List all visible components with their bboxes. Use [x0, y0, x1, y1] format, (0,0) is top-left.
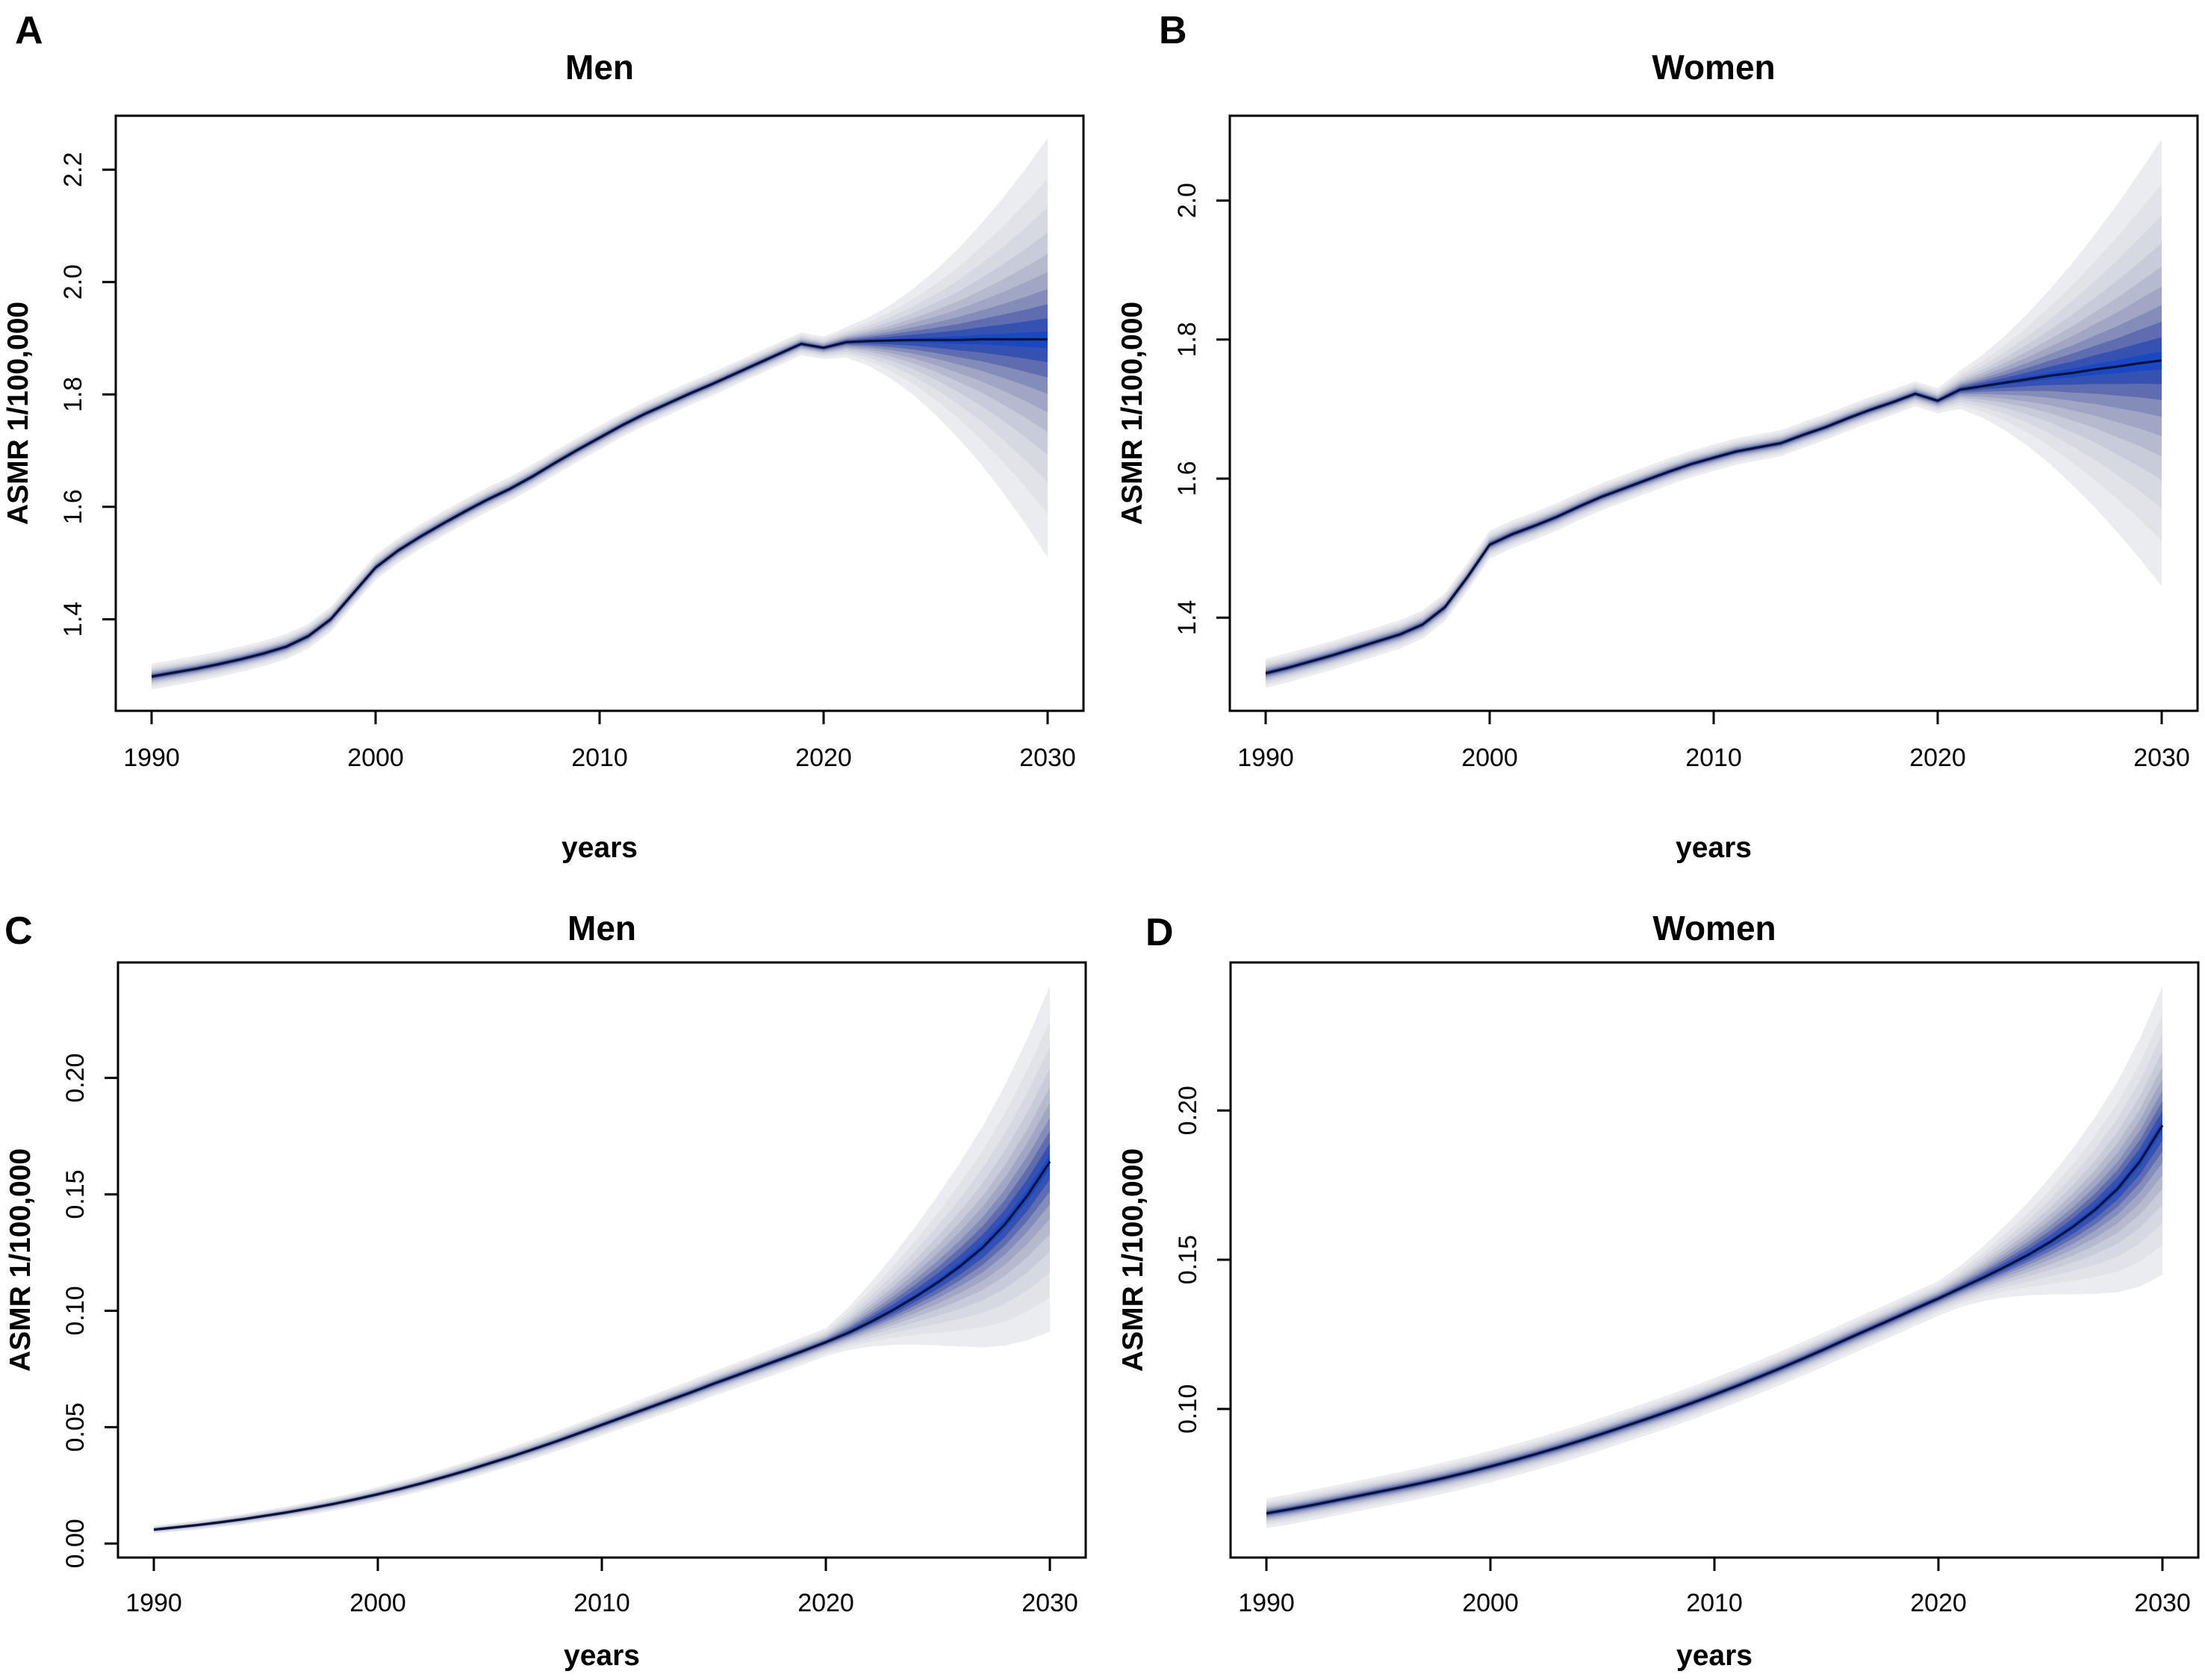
y-tick-label: 0.10 — [1174, 1384, 1202, 1434]
fan-bands — [1266, 986, 2162, 1528]
x-tick-label: 2000 — [349, 1589, 406, 1617]
y-tick-label: 1.6 — [1173, 461, 1201, 496]
x-axis-title: years — [1676, 832, 1752, 864]
x-tick-label: 1990 — [1238, 1589, 1295, 1617]
median-line — [151, 337, 1048, 678]
y-axis-title: ASMR 1/100,000 — [1117, 1148, 1149, 1372]
x-tick-label: 2020 — [795, 744, 852, 772]
y-axis-title: ASMR 1/100,000 — [4, 1148, 37, 1372]
y-tick-label: 1.6 — [59, 489, 87, 524]
fan-band-5 — [1266, 1078, 2162, 1519]
fan-band-5 — [152, 272, 1048, 681]
panel-letter: B — [1159, 9, 1187, 52]
x-tick-label: 1990 — [1237, 744, 1294, 772]
x-axis-title: years — [564, 1640, 640, 1672]
y-tick-label: 1.4 — [1173, 600, 1201, 635]
y-tick-label: 0.20 — [61, 1054, 90, 1103]
panel-title: Women — [1652, 48, 1775, 87]
y-tick-label: 0.15 — [1174, 1235, 1202, 1284]
x-axis-title: years — [562, 832, 638, 864]
x-tick-label: 2010 — [573, 1589, 630, 1617]
x-axis-title: years — [1676, 1640, 1753, 1672]
x-tick-label: 2030 — [2133, 744, 2190, 772]
x-tick-label: 1990 — [123, 744, 180, 772]
y-tick-label: 1.4 — [59, 602, 87, 637]
y-tick-label: 2.0 — [1173, 183, 1201, 218]
y-tick-label: 1.8 — [59, 377, 87, 412]
x-tick-label: 2010 — [1685, 744, 1742, 772]
fan-bands — [1266, 139, 2162, 688]
fan-band-0 — [152, 138, 1048, 690]
x-tick-label: 2010 — [571, 744, 628, 772]
x-tick-label: 2020 — [1909, 744, 1966, 772]
fan-band-6 — [1266, 305, 2162, 677]
y-tick-label: 0.05 — [61, 1402, 90, 1452]
fan-bands — [152, 138, 1048, 690]
fan-band-7 — [1266, 321, 2162, 676]
fan-band-2 — [1266, 1034, 2162, 1523]
y-tick-label: 1.8 — [1173, 322, 1201, 357]
x-tick-label: 1990 — [125, 1589, 182, 1617]
x-tick-label: 2000 — [1462, 1589, 1519, 1617]
panel-letter: C — [4, 909, 33, 953]
panel-B: 1990 2000 2010 2020 2030 1.4 1.6 1.8 2.0 years ASM… — [1116, 9, 2199, 864]
y-tick-label: 0.15 — [61, 1169, 90, 1219]
panel-D: 1990 2000 2010 2020 2030 0.10 0.15 0.20 years ASM… — [1117, 909, 2200, 1672]
y-axis-title: ASMR 1/100,000 — [1116, 302, 1148, 525]
y-tick-label: 0.10 — [61, 1286, 90, 1335]
panel-letter: D — [1145, 911, 1174, 954]
x-tick-label: 2030 — [1021, 1589, 1078, 1617]
fan-band-2 — [1266, 215, 2162, 683]
y-tick-label: 0.00 — [61, 1519, 90, 1568]
fan-band-9 — [1266, 1119, 2162, 1514]
x-tick-label: 2000 — [347, 744, 404, 772]
panel-A: 1990 2000 2010 2020 2030 1.4 1.6 1.8 2.0 2.2 years… — [2, 9, 1085, 864]
fan-band-8 — [1266, 1110, 2162, 1515]
panel-title: Men — [565, 48, 634, 87]
median-line — [1266, 1124, 2164, 1515]
panel-title: Women — [1652, 909, 1776, 948]
panel-title: Men — [567, 909, 636, 948]
x-tick-label: 2000 — [1461, 744, 1518, 772]
x-tick-label: 2010 — [1686, 1589, 1743, 1617]
x-tick-label: 2020 — [797, 1589, 854, 1617]
fan-band-6 — [1266, 1090, 2162, 1517]
y-tick-label: 2.0 — [59, 264, 87, 299]
fan-band-7 — [1266, 1101, 2162, 1516]
median-line — [1265, 359, 2162, 675]
y-tick-label: 0.20 — [1174, 1086, 1202, 1135]
x-tick-label: 2030 — [2134, 1589, 2191, 1617]
fan-bands — [154, 986, 1050, 1534]
y-tick-label: 2.2 — [59, 152, 87, 187]
x-tick-label: 2030 — [1019, 744, 1076, 772]
panel-C: 1990 2000 2010 2020 2030 0.00 0.05 0.10 0.15 0.20… — [4, 909, 1087, 1672]
y-axis-title: ASMR 1/100,000 — [2, 302, 34, 525]
x-tick-label: 2020 — [1910, 1589, 1967, 1617]
median-line — [153, 1161, 1051, 1531]
panel-letter: A — [15, 9, 43, 52]
